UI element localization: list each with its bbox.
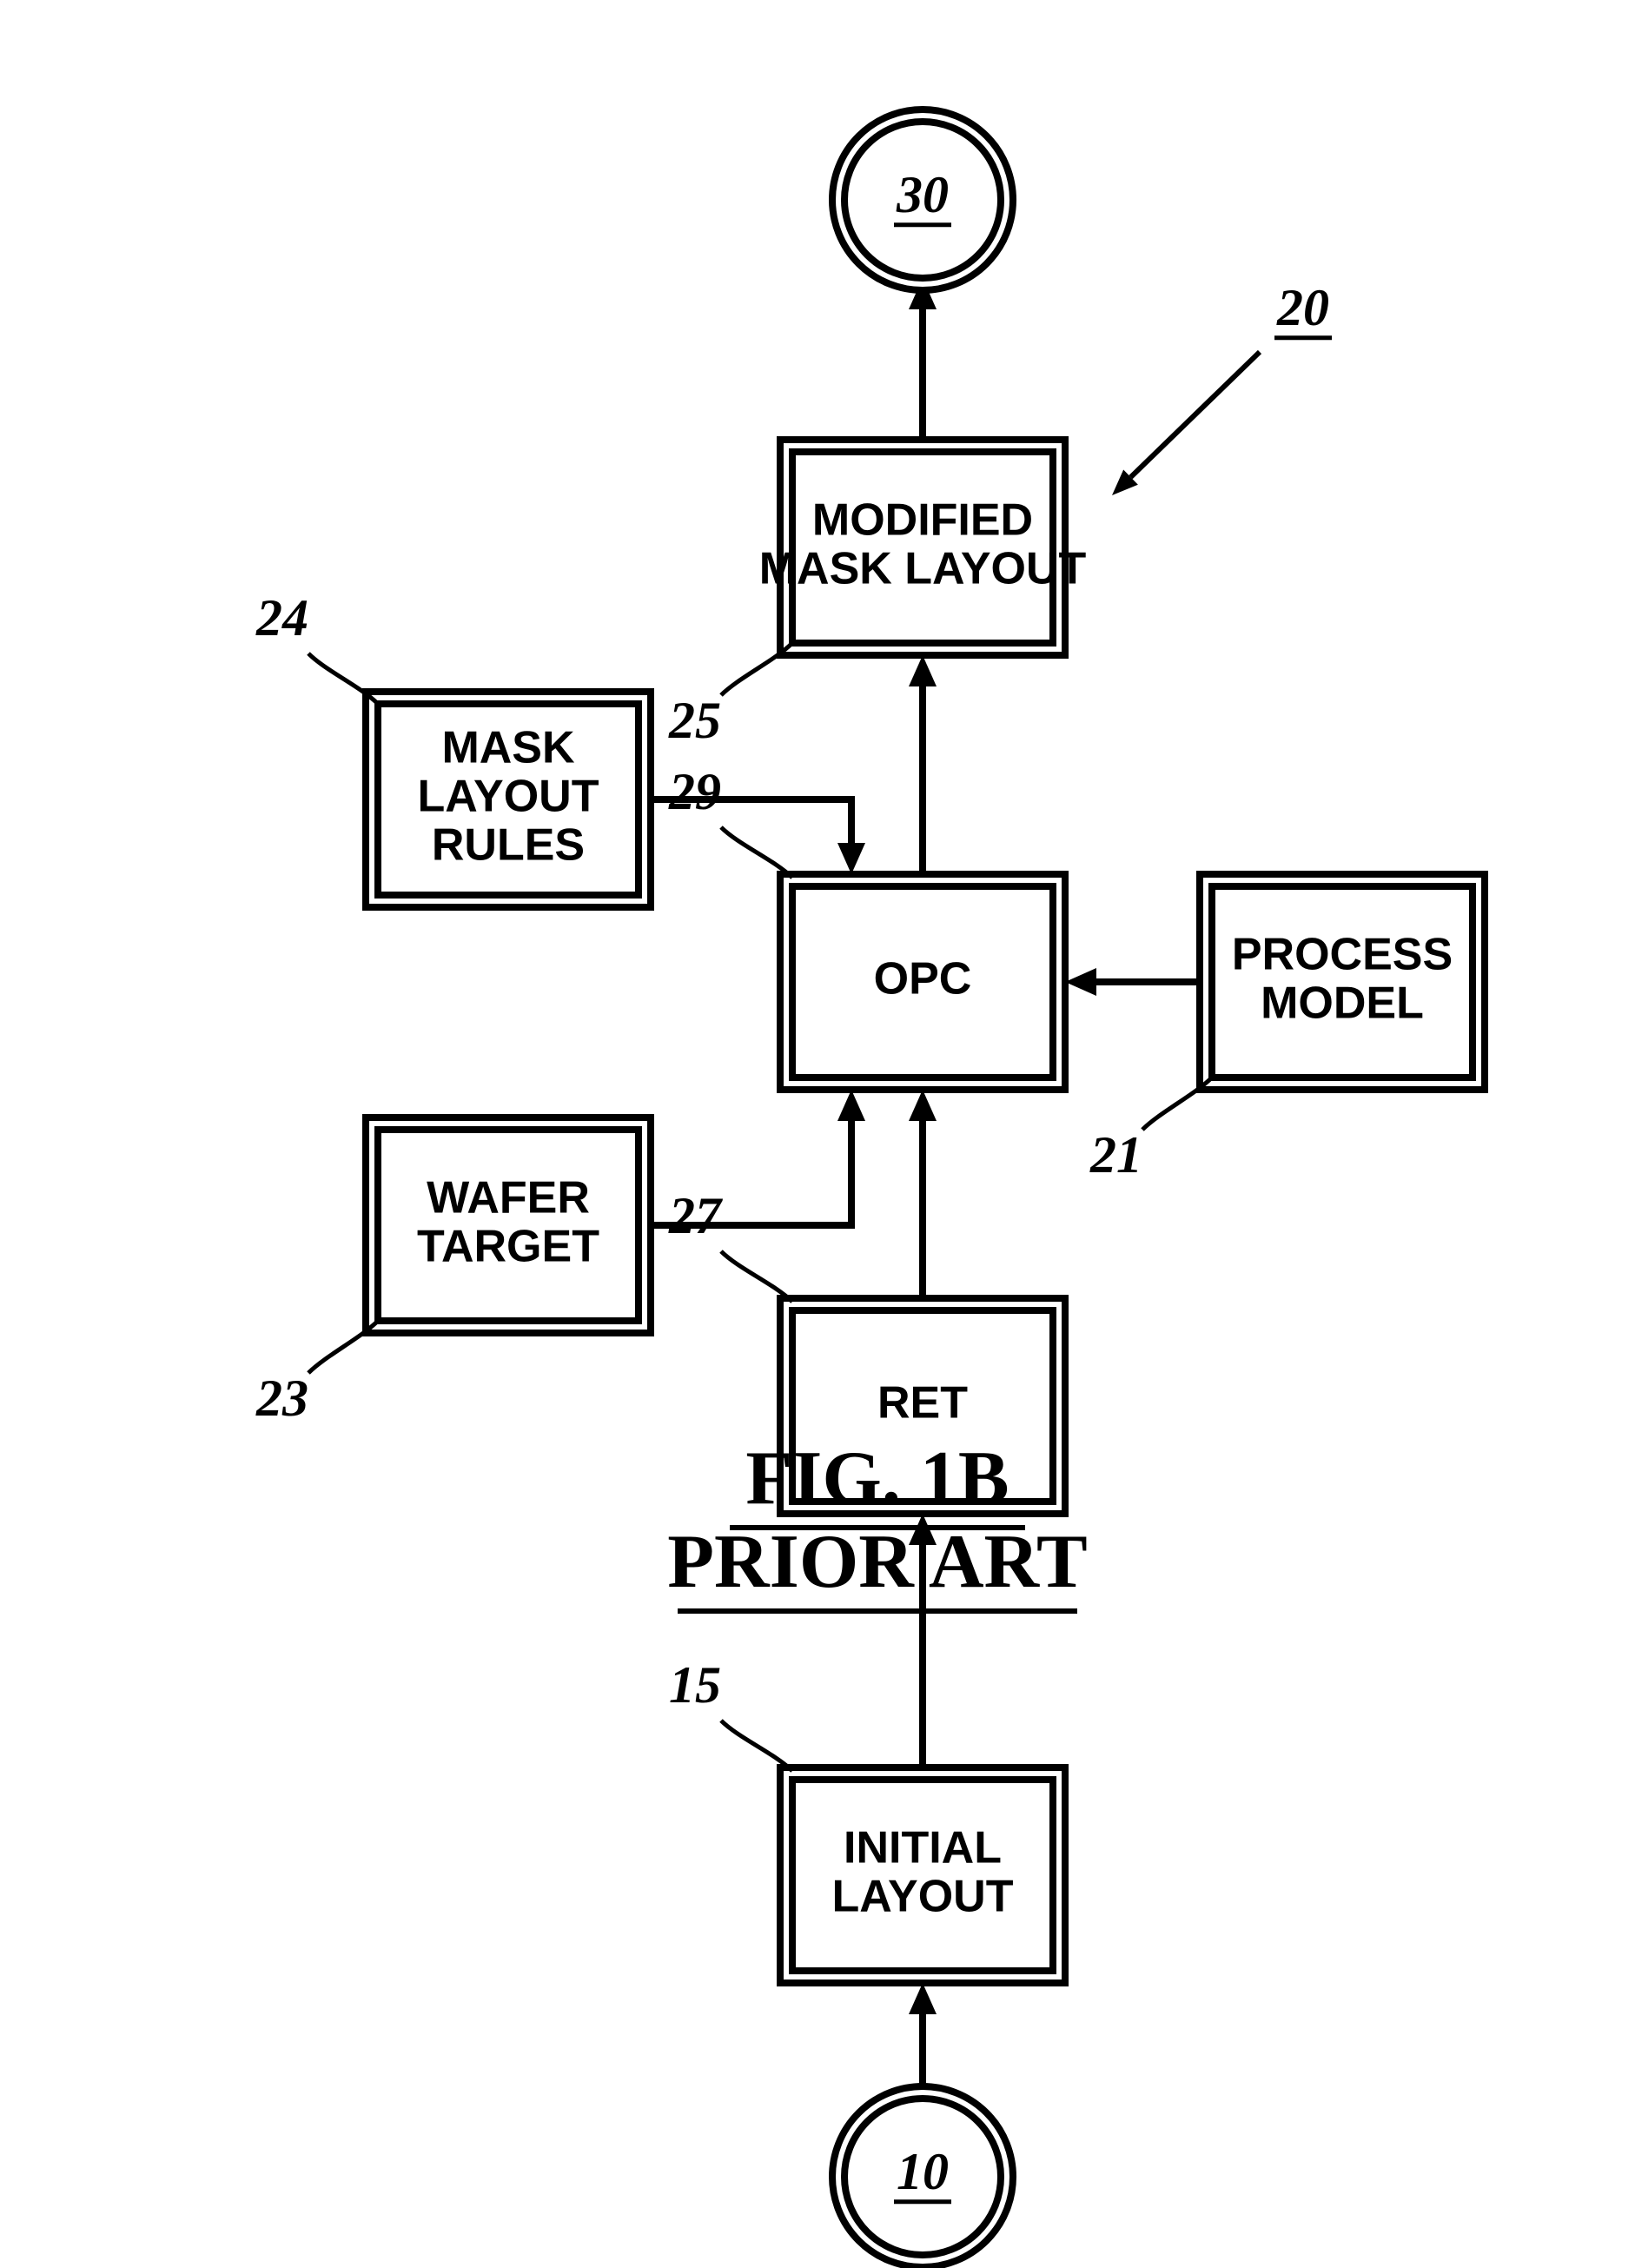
svg-text:MODIFIED: MODIFIED [812,495,1033,546]
svg-text:WAFER: WAFER [427,1173,590,1224]
svg-text:24: 24 [255,589,308,647]
svg-text:LAYOUT: LAYOUT [832,1872,1014,1922]
svg-text:RULES: RULES [432,820,585,871]
svg-text:FIG. 1B: FIG. 1B [745,1436,1009,1521]
svg-text:15: 15 [669,1656,721,1714]
svg-text:27: 27 [668,1187,723,1244]
svg-text:21: 21 [1089,1126,1142,1184]
svg-text:23: 23 [255,1369,308,1427]
svg-text:10: 10 [897,2143,949,2200]
svg-text:OPC: OPC [874,954,972,1005]
svg-text:LAYOUT: LAYOUT [418,772,599,822]
svg-text:RET: RET [877,1378,968,1429]
svg-text:INITIAL: INITIAL [844,1823,1002,1873]
svg-text:25: 25 [668,692,721,749]
svg-text:29: 29 [668,763,721,820]
svg-text:MASK LAYOUT: MASK LAYOUT [759,544,1087,594]
svg-text:PROCESS: PROCESS [1232,930,1453,980]
svg-text:20: 20 [1276,279,1329,336]
svg-text:MASK: MASK [441,723,575,773]
svg-text:TARGET: TARGET [417,1222,599,1272]
svg-text:PRIOR ART: PRIOR ART [667,1520,1087,1604]
svg-text:30: 30 [896,166,949,223]
svg-text:MODEL: MODEL [1261,978,1424,1029]
